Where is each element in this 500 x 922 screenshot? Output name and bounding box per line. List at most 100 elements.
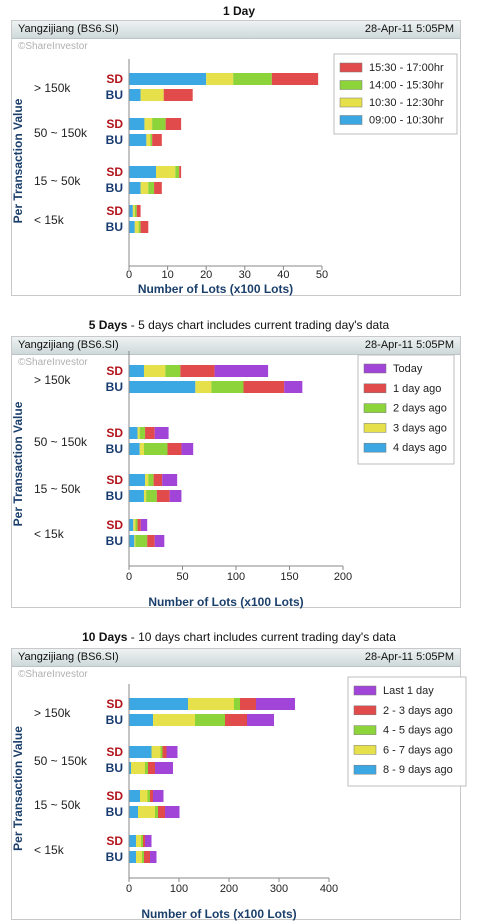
chart-3-bar-bu-150k-6-7-days-ago [153,714,195,726]
chart-2-bar-bu-150k-1-day-ago [243,381,285,393]
chart-1-category-label-15k: < 15k [34,213,65,227]
chart-3-bar-sd-15k-8-9-days-ago [129,835,136,847]
chart-1-bar-bu-15k-14-00-15-30hr [138,221,141,233]
chart-1-bar-sd-15k-15-30-17-00hr [136,205,141,217]
chart-3-x-tick-label-100: 100 [170,883,188,895]
chart-2-panel: Yangzijiang (BS6.SI) 28-Apr-11 5:05PM ©S… [11,336,461,609]
chart-2-bar-bu-15-50k-4-days-ago [129,490,144,502]
chart-2-legend-swatch-3-days-ago [363,423,387,433]
chart-2-bar-bu-15-50k-3-days-ago [143,490,147,502]
chart-1-plot: Per Transaction Value > 150k SD BU 50 ~ 150k… [11,53,458,296]
chart-1-bar-sd-15-50k-09-00-10-30hr [129,166,157,178]
chart-1-category-label-150k: > 150k [34,81,71,95]
chart-1-bar-sd-15k-09-00-10-30hr [129,205,133,217]
chart-2-bar-sd-50-150k-3-days-ago [137,427,140,439]
chart-2-x-axis-title: Number of Lots (x100 Lots) [148,595,303,609]
chart-3-bar-bu-150k-8-9-days-ago [129,714,153,726]
chart-2-bar-bu-150k-today [284,381,303,393]
chart-2-row-label-bu: BU [106,380,123,394]
chart-3-bar-sd-150k-6-7-days-ago [188,698,234,710]
chart-1-x-axis-title: Number of Lots (x100 Lots) [138,282,293,296]
chart-1-category-label-50-150k: 50 ~ 150k [34,126,88,140]
chart-3-bar-bu-150k-last-1-day [247,714,274,726]
chart-1-x-tick-label-50: 50 [316,269,328,281]
chart-3-bar-bu-15k-last-1-day [150,851,157,863]
chart-3-timestamp: 28-Apr-11 5:05PM [364,651,454,663]
chart-1-bar-sd-15k-10-30-12-30hr [132,205,135,217]
chart-1-row-label-sd: SD [106,72,123,86]
chart-2-bar-sd-150k-4-days-ago [129,365,144,377]
chart-3-category-label-15-50k: 15 ~ 50k [34,798,81,812]
chart-2-bar-bu-50-150k-3-days-ago [139,443,144,455]
chart-1-row-label-sd: SD [106,165,123,179]
chart-1-bar-sd-150k-15-30-17-00hr [271,73,319,85]
chart-3-bar-sd-150k-8-9-days-ago [129,698,188,710]
chart-1-x-tick-label-30: 30 [239,269,251,281]
chart-2-bar-sd-15k-today [140,519,148,531]
chart-3-legend-swatch-4-5-days-ago [353,725,377,735]
chart-2-bar-bu-15-50k-today [169,490,182,502]
chart-2-legend-swatch-2-days-ago [363,403,387,413]
chart-3-bar-bu-15-50k-8-9-days-ago [129,806,138,818]
chart-2-bar-bu-50-150k-1-day-ago [167,443,182,455]
chart-3-x-tick-label-400: 400 [320,883,338,895]
chart-1-bar-sd-15-50k-14-00-15-30hr [175,166,180,178]
chart-2-legend-swatch-today [363,363,387,374]
chart-3-bar-sd-150k-4-5-days-ago [234,698,240,710]
chart-1-bar-sd-50-150k-09-00-10-30hr [129,118,145,130]
chart-1-bar-bu-150k-15-30-17-00hr [163,89,193,101]
chart-2-x-tick-label-200: 200 [334,571,352,583]
chart-2-x-tick-label-150: 150 [280,571,298,583]
chart-1-bar-bu-50-150k-14-00-15-30hr [150,134,153,146]
chart-1-legend-swatch-15-30-17-00hr [339,62,363,73]
chart-3-bar-sd-50-150k-2-3-days-ago [162,746,167,758]
chart-3-legend-swatch-last-1-day [353,685,377,696]
chart-3-bar-sd-15k-2-3-days-ago [143,835,145,847]
chart-3-bar-bu-15k-4-5-days-ago [142,851,144,863]
chart-3-bar-bu-50-150k-8-9-days-ago [129,762,131,774]
chart-3-bar-sd-15-50k-6-7-days-ago [140,790,148,802]
chart-2-x-tick-label-100: 100 [227,571,245,583]
chart-3-y-axis-title: Per Transaction Value [11,726,25,851]
chart-1-copyright: ©ShareInvestor [18,41,88,52]
chart-1-bar-sd-50-150k-14-00-15-30hr [152,118,166,130]
chart-2-row-label-bu: BU [106,489,123,503]
chart-2-x-tick-label-0: 0 [126,571,132,583]
chart-1-bar-bu-15-50k-14-00-15-30hr [148,182,155,194]
chart-2-bar-bu-50-150k-2-days-ago [143,443,168,455]
chart-1-bar-sd-15k-14-00-15-30hr [134,205,137,217]
chart-2-legend-label-2-days-ago: 2 days ago [393,403,447,415]
chart-1-panel: Yangzijiang (BS6.SI) 28-Apr-11 5:05PM ©S… [11,20,461,296]
chart-2-bar-bu-50-150k-today [181,443,194,455]
chart-2-section-title: 5 Days - 5 days chart includes current t… [88,318,390,332]
chart-2-row-label-sd: SD [106,518,123,532]
chart-1-x-tick-label-20: 20 [200,269,212,281]
chart-3-bar-bu-50-150k-4-5-days-ago [145,762,148,774]
chart-1-bar-sd-150k-09-00-10-30hr [129,73,207,85]
chart-2-bar-bu-15-50k-1-day-ago [156,490,170,502]
chart-1-bar-sd-50-150k-10-30-12-30hr [144,118,153,130]
chart-3-row-label-bu: BU [106,805,123,819]
chart-1-row-label-bu: BU [106,181,123,195]
chart-1-row-label-bu: BU [106,220,123,234]
chart-3-row-label-bu: BU [106,713,123,727]
chart-1-bar-bu-15-50k-15-30-17-00hr [154,182,162,194]
chart-3-x-tick-label-0: 0 [126,883,132,895]
chart-2-bar-sd-50-150k-2-days-ago [139,427,146,439]
chart-1-row-label-sd: SD [106,204,123,218]
chart-2-bar-sd-150k-2-days-ago [165,365,181,377]
chart-2-row-label-sd: SD [106,364,123,378]
chart-2-bar-bu-15k-1-day-ago [147,535,155,547]
chart-3-bar-bu-15-50k-4-5-days-ago [155,806,158,818]
chart-1-bar-bu-150k-09-00-10-30hr [129,89,141,101]
chart-3-legend-swatch-2-3-days-ago [353,705,377,716]
chart-2-category-label-50-150k: 50 ~ 150k [34,435,88,449]
chart-3-category-label-50-150k: 50 ~ 150k [34,754,88,768]
chart-2-bar-sd-15-50k-2-days-ago [148,474,154,486]
chart-2-y-axis-title: Per Transaction Value [11,401,25,526]
chart-2-bar-sd-15k-1-day-ago [137,519,141,531]
chart-1-category-label-15-50k: 15 ~ 50k [34,174,81,188]
chart-1-bar-bu-15-50k-09-00-10-30hr [129,182,141,194]
chart-2-bar-sd-15-50k-1-day-ago [153,474,163,486]
chart-3-bar-bu-150k-4-5-days-ago [195,714,225,726]
